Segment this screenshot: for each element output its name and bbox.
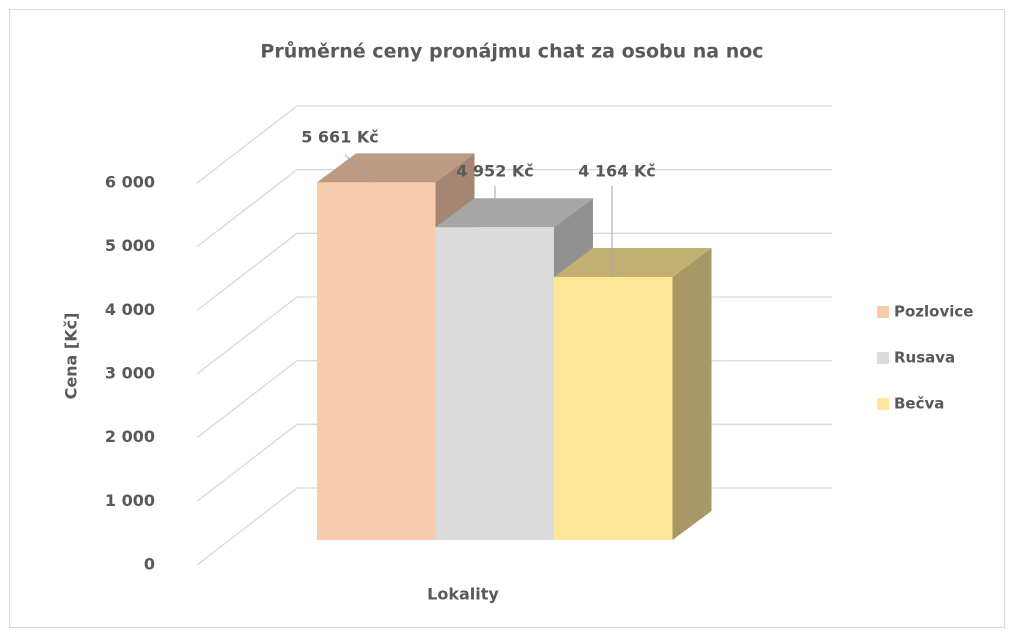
legend-label: Bečva [894, 395, 944, 413]
bar [554, 276, 673, 540]
legend-label: Rusava [894, 349, 955, 367]
bar-side [672, 247, 712, 540]
x-axis-title: Lokality [427, 585, 499, 604]
data-label: 5 661 Kč [301, 128, 379, 147]
y-tick-label: 4 000 [105, 300, 155, 319]
bar [435, 227, 554, 540]
grid-line [196, 105, 832, 184]
y-tick-label: 1 000 [105, 491, 155, 510]
bar-top [435, 198, 593, 228]
legend-swatch [877, 352, 889, 364]
data-label: 4 164 Kč [578, 162, 656, 181]
y-tick-label: 2 000 [105, 427, 155, 446]
legend-swatch [877, 306, 889, 318]
leader-line [344, 154, 376, 183]
y-axis-title: Cena [Kč] [62, 313, 81, 400]
y-tick-label: 6 000 [105, 173, 155, 192]
bar-top [317, 153, 475, 183]
grid-line [196, 232, 832, 311]
legend-label: Pozlovice [894, 303, 973, 321]
y-tick-label: 5 000 [105, 236, 155, 255]
bar [317, 182, 436, 540]
grid-line [196, 169, 832, 248]
legend-swatch [877, 398, 889, 410]
bar-top [554, 247, 712, 277]
chart-title: Průměrné ceny pronájmu chat za osobu na … [260, 40, 763, 63]
y-tick-label: 3 000 [105, 364, 155, 383]
data-label: 4 952 Kč [456, 162, 534, 181]
y-tick-label: 0 [144, 555, 155, 574]
